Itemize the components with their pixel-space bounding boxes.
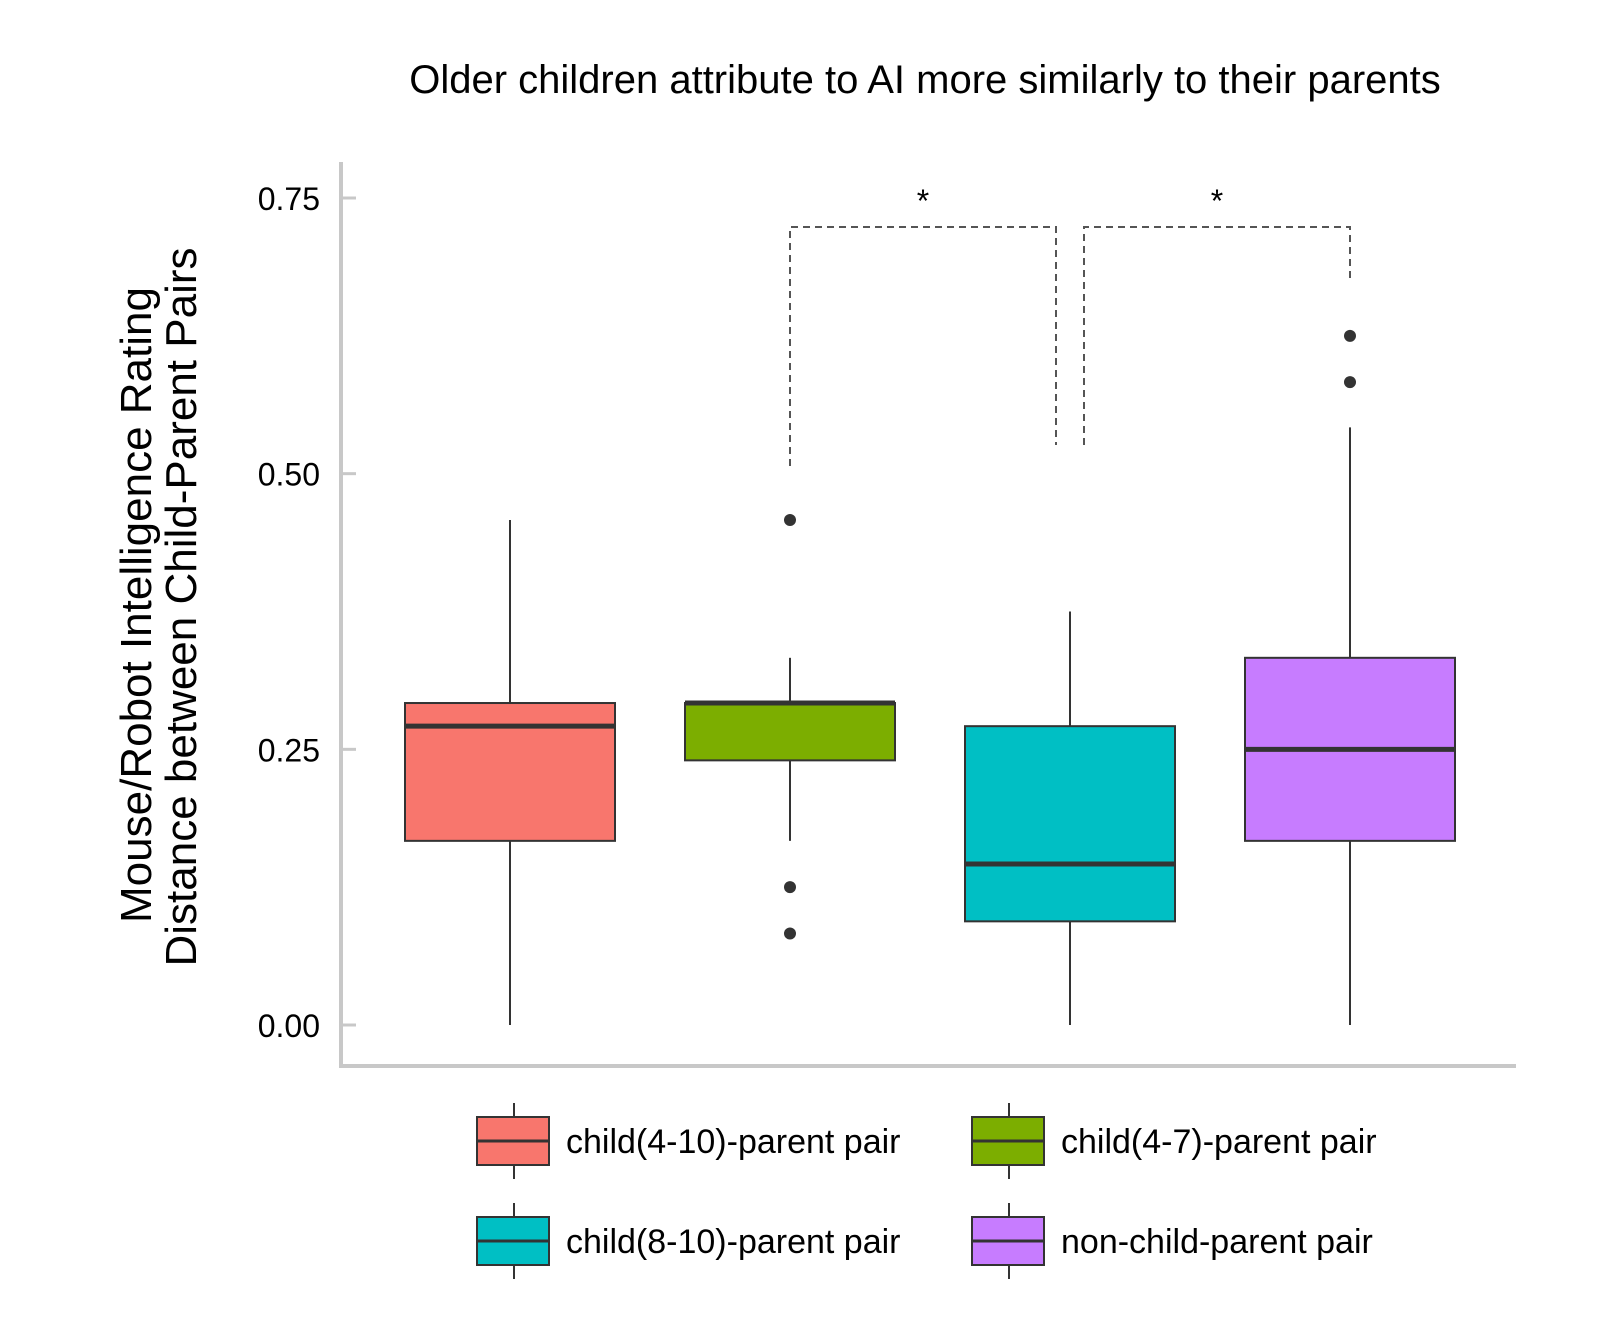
boxes — [404, 329, 1456, 1025]
box-3 — [964, 611, 1176, 1025]
legend-item-1: child(4-10)-parent pair — [476, 1103, 901, 1179]
legend-label: non-child-parent pair — [1061, 1223, 1373, 1261]
legend-item-3: child(8-10)-parent pair — [476, 1203, 901, 1279]
legend-label: child(4-7)-parent pair — [1061, 1123, 1377, 1161]
significance-brackets: * * — [789, 183, 1351, 466]
significance-bracket — [1083, 226, 1351, 445]
outlier-point — [784, 881, 796, 894]
box-1 — [404, 519, 616, 1025]
outlier-point — [784, 927, 796, 940]
legend-label: child(8-10)-parent pair — [566, 1223, 901, 1261]
outlier-point — [1344, 329, 1356, 342]
significance-bracket — [789, 226, 1057, 466]
chart-title: Older children attribute to AI more simi… — [409, 58, 1441, 102]
box-iqr — [684, 702, 896, 762]
box-iqr — [964, 725, 1176, 923]
box-4 — [1244, 329, 1456, 1025]
y-tick-label: 0.50 — [258, 457, 320, 493]
significance-star: * — [1211, 183, 1223, 219]
y-axis-label-line2: Distance between Child-Parent Pairs — [157, 247, 206, 966]
outlier-point — [784, 513, 796, 526]
legend: child(4-10)-parent pair child(4-7)-parent… — [476, 1103, 1377, 1279]
y-tick-label: 0.00 — [258, 1008, 320, 1044]
y-tick-label: 0.75 — [258, 181, 320, 217]
outlier-point — [1344, 376, 1356, 389]
legend-item-4: non-child-parent pair — [971, 1203, 1373, 1279]
significance-star: * — [917, 183, 929, 219]
y-tick-label: 0.25 — [258, 732, 320, 768]
box-2 — [684, 513, 896, 940]
legend-label: child(4-10)-parent pair — [566, 1123, 901, 1161]
legend-item-2: child(4-7)-parent pair — [971, 1103, 1377, 1179]
y-axis-label-line1: Mouse/Robot Intelligence Rating — [112, 287, 161, 923]
y-ticks: 0.00 0.25 0.50 0.75 — [258, 181, 356, 1044]
